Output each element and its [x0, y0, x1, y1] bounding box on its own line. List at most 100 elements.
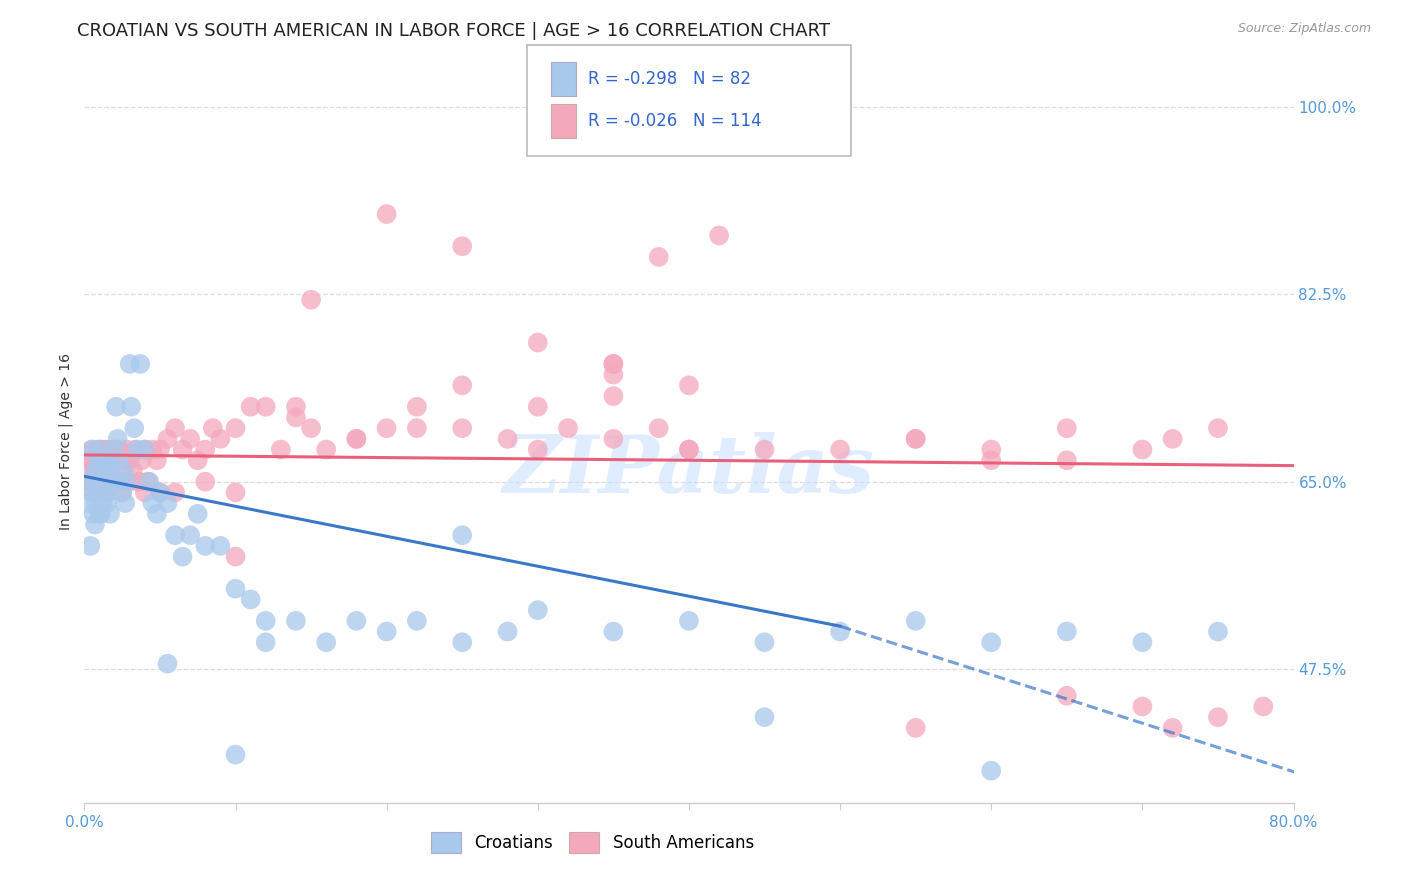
Point [79, 539, 101, 553]
Point [1056, 453, 1078, 467]
Point [110, 475, 132, 489]
Point [406, 421, 429, 435]
Point [1130, 635, 1153, 649]
Point [179, 432, 201, 446]
Point [904, 614, 927, 628]
Point [134, 442, 156, 457]
Point [136, 475, 159, 489]
Point [89, 475, 111, 489]
Point [125, 442, 148, 457]
Point [129, 357, 152, 371]
Point [80, 485, 103, 500]
Point [86, 475, 108, 489]
Point [172, 442, 194, 457]
Point [77, 453, 100, 467]
Point [1130, 699, 1153, 714]
Point [89, 453, 111, 467]
Point [107, 453, 129, 467]
Point [678, 442, 700, 457]
Text: ZIPatlas: ZIPatlas [503, 432, 875, 509]
Point [451, 528, 474, 542]
Point [93, 442, 115, 457]
Point [101, 453, 124, 467]
Point [96, 475, 118, 489]
Point [648, 250, 671, 264]
Point [149, 485, 172, 500]
Point [118, 475, 141, 489]
Point [110, 475, 132, 489]
Point [299, 293, 322, 307]
Point [86, 453, 108, 467]
Point [141, 496, 163, 510]
Point [496, 432, 519, 446]
Point [96, 475, 118, 489]
Point [100, 475, 122, 489]
Point [165, 485, 187, 500]
Point [165, 421, 187, 435]
Point [285, 410, 308, 425]
Point [80, 442, 103, 457]
Text: R = -0.298   N = 82: R = -0.298 N = 82 [588, 70, 751, 88]
Point [87, 485, 110, 500]
Point [96, 442, 118, 457]
Point [179, 528, 201, 542]
Point [602, 389, 624, 403]
Point [225, 485, 247, 500]
Point [1161, 721, 1184, 735]
Point [84, 464, 107, 478]
Point [104, 442, 127, 457]
Point [82, 453, 104, 467]
Point [254, 614, 277, 628]
Point [285, 400, 308, 414]
Point [98, 507, 121, 521]
Point [128, 475, 150, 489]
Point [754, 442, 776, 457]
Point [141, 442, 163, 457]
Point [93, 475, 115, 489]
Point [239, 592, 262, 607]
Point [904, 721, 927, 735]
Point [527, 335, 550, 350]
Legend: Croatians, South Americans: Croatians, South Americans [423, 826, 761, 860]
Text: R = -0.026   N = 114: R = -0.026 N = 114 [588, 112, 761, 130]
Point [194, 475, 217, 489]
Point [111, 485, 134, 500]
Point [112, 464, 135, 478]
Point [86, 475, 108, 489]
Point [149, 442, 172, 457]
Point [451, 378, 474, 392]
Point [709, 228, 731, 243]
Point [94, 453, 117, 467]
Point [111, 485, 134, 500]
Point [87, 464, 110, 478]
Point [90, 442, 112, 457]
Point [80, 475, 103, 489]
Point [375, 421, 398, 435]
Point [678, 442, 700, 457]
Point [82, 507, 104, 521]
Point [527, 603, 550, 617]
Point [375, 207, 398, 221]
Point [187, 507, 209, 521]
Point [187, 453, 209, 467]
Point [98, 464, 121, 478]
Text: CROATIAN VS SOUTH AMERICAN IN LABOR FORCE | AGE > 16 CORRELATION CHART: CROATIAN VS SOUTH AMERICAN IN LABOR FORC… [77, 22, 831, 40]
Point [375, 624, 398, 639]
Point [678, 378, 700, 392]
Point [496, 624, 519, 639]
Point [980, 635, 1002, 649]
Point [84, 517, 107, 532]
Point [1056, 689, 1078, 703]
Point [156, 657, 179, 671]
Point [134, 442, 156, 457]
Point [138, 475, 160, 489]
Point [904, 432, 927, 446]
Point [97, 453, 120, 467]
Point [602, 624, 624, 639]
Point [82, 485, 104, 500]
Point [830, 624, 852, 639]
Point [80, 442, 103, 457]
Point [602, 357, 624, 371]
Point [225, 421, 247, 435]
Point [77, 496, 100, 510]
